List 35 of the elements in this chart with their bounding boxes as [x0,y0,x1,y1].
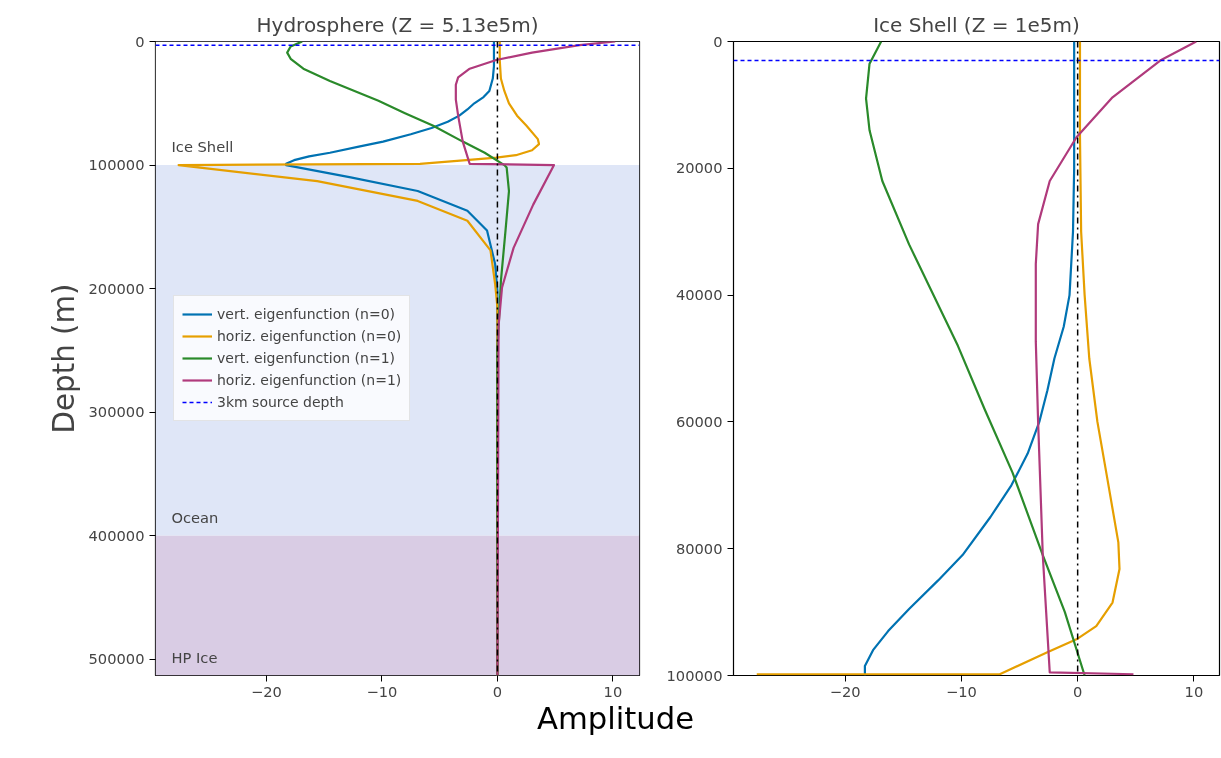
legend-label: horiz. eigenfunction (n=0) [217,327,402,345]
x-tick-label: −20 [250,682,282,700]
y-tick-label: 0 [135,32,145,50]
line-series [755,41,1121,676]
y-tick-label: 40000 [675,286,723,304]
y-tick-label: 0 [713,32,723,50]
band-label: Ocean [171,508,219,526]
legend-label: 3km source depth [217,393,344,411]
band-label: HP Ice [171,648,218,666]
y-tick-label: 300000 [88,403,145,421]
line-series [1034,41,1198,676]
x-tick-label: 0 [492,682,503,700]
y-tick-label: 500000 [88,650,145,668]
x-tick-label: 10 [1184,682,1204,700]
chart-title: Hydrosphere (Z = 5.13e5m) [256,12,539,37]
legend-label: horiz. eigenfunction (n=1) [217,371,402,389]
line-series [454,41,617,676]
x-tick-label: −10 [366,682,398,700]
y-tick-label: 100000 [88,156,145,174]
x-tick-label: 10 [603,682,623,700]
chart-title: Ice Shell (Z = 1e5m) [873,12,1080,37]
y-tick-label: 20000 [675,159,723,177]
x-tick-label: −20 [829,682,861,700]
y-tick-label: 200000 [88,279,145,297]
band-label: Ice Shell [171,138,234,156]
x-tick-label: −10 [945,682,977,700]
x-axis-title: Amplitude [536,701,695,736]
y-axis-title: Depth (m) [46,283,81,434]
y-tick-label: 60000 [675,412,723,430]
x-tick-label: 0 [1072,682,1083,700]
y-tick-label: 100000 [666,666,723,684]
legend-label: vert. eigenfunction (n=0) [217,305,395,323]
legend-label: vert. eigenfunction (n=1) [217,349,395,367]
y-tick-label: 80000 [675,539,723,557]
y-tick-label: 400000 [88,526,145,544]
